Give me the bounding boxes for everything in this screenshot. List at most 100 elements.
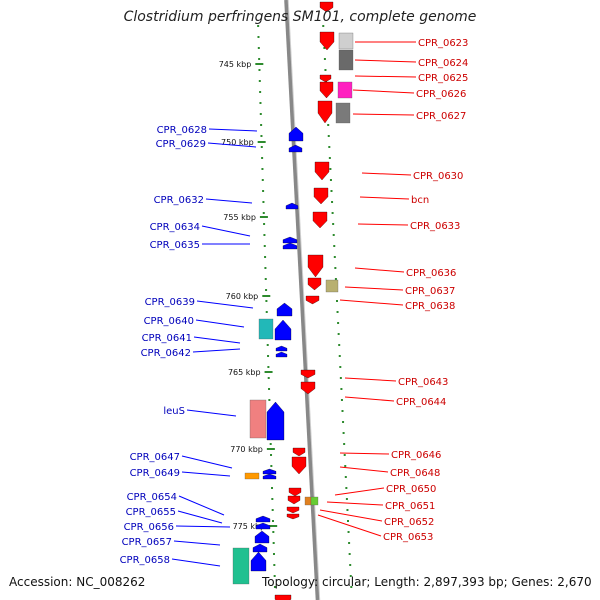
gene-label-CPR_0646: CPR_0646 (391, 450, 441, 461)
reverse-gene-shape (262, 473, 277, 480)
tick-dot-right (342, 421, 345, 423)
gene-label-CPR_0652: CPR_0652 (384, 517, 434, 528)
tick-dot-right (348, 542, 351, 544)
tick-dot-right (340, 399, 343, 401)
tick-dot-left (263, 223, 266, 225)
forward-gene-shape (305, 295, 320, 305)
tick-dot-right (344, 476, 347, 478)
label-leader-line (207, 142, 257, 148)
tick-dot-left (265, 289, 268, 291)
tick-dot-right (338, 355, 341, 357)
tick-dot-right (327, 124, 330, 126)
topology-text: Topology: circular; Length: 2,897,393 bp… (262, 575, 592, 589)
reverse-gene-shape (282, 242, 298, 250)
tick-dot-right (329, 179, 332, 181)
label-leader-line (181, 455, 233, 469)
reverse-gene-shape (276, 302, 293, 317)
label-leader-line (171, 558, 221, 567)
gene-label-CPR_0639: CPR_0639 (145, 297, 195, 308)
tick-dot-right (344, 465, 347, 467)
label-leader-line (352, 113, 415, 116)
gene-label-leuS: leuS (163, 406, 185, 417)
tick-dot-right (349, 575, 352, 577)
tick-dot-right (323, 47, 326, 49)
tick-dot-right (345, 498, 348, 500)
label-leader-line (344, 396, 395, 402)
label-leader-line (186, 409, 237, 417)
label-leader-line (319, 509, 383, 522)
kbp-label: 755 kbp (223, 213, 256, 222)
gene-label-CPR_0658: CPR_0658 (120, 555, 170, 566)
tick-dot-left (265, 311, 268, 313)
tick-dot-right (334, 278, 337, 280)
label-leader-line (201, 225, 251, 237)
gene-label-CPR_0650: CPR_0650 (386, 484, 436, 495)
tick-dot-left (273, 575, 276, 577)
label-leader-line (205, 198, 253, 204)
tick-dot-right (339, 366, 342, 368)
tick-dot-right (322, 25, 325, 27)
tick-dot-right (333, 256, 336, 258)
tick-dot-left (260, 124, 263, 126)
tick-dot-left (267, 355, 270, 357)
tick-dot-right (332, 234, 335, 236)
gene-label-CPR_0628: CPR_0628 (157, 125, 207, 136)
forward-gene-shape (319, 74, 332, 83)
gene-label-CPR_0643: CPR_0643 (398, 377, 448, 388)
tick-dot-right (349, 564, 352, 566)
label-leader-line (196, 300, 254, 309)
reverse-gene-shape (254, 530, 270, 544)
forward-gene-shape (300, 381, 316, 395)
label-leader-line (193, 336, 241, 344)
tick-dot-right (339, 377, 342, 379)
gene-label-CPR_0640: CPR_0640 (144, 316, 194, 327)
forward-gene-shape (274, 594, 292, 600)
gene-label-CPR_0629: CPR_0629 (156, 139, 206, 150)
label-leader-line (354, 75, 417, 78)
tick-dot-left (258, 58, 261, 60)
tick-dot-right (343, 443, 346, 445)
feature-box (304, 496, 312, 506)
label-leader-line (344, 286, 404, 291)
forward-gene-shape (286, 506, 300, 514)
reverse-gene-shape (288, 126, 304, 142)
gene-label-CPR_0638: CPR_0638 (405, 301, 455, 312)
gene-label-CPR_0634: CPR_0634 (150, 222, 200, 233)
gene-label-CPR_0635: CPR_0635 (150, 240, 200, 251)
kbp-label: 750 kbp (221, 138, 254, 147)
reverse-gene-shape (275, 345, 288, 352)
tick-dot-left (268, 399, 271, 401)
tick-dot-right (331, 201, 334, 203)
label-leader-line (317, 514, 382, 537)
forward-gene-shape (319, 1, 334, 13)
tick-dot-left (257, 36, 260, 38)
label-leader-line (178, 495, 225, 516)
tick-dot-right (340, 388, 343, 390)
gene-label-CPR_0648: CPR_0648 (390, 468, 440, 479)
forward-gene-shape (287, 495, 301, 505)
page-title: Clostridium perfringens SM101, complete … (123, 9, 477, 25)
feature-box (338, 49, 354, 71)
reverse-gene-shape (250, 551, 267, 572)
tick-dot-left (262, 212, 265, 214)
forward-gene-shape (319, 31, 335, 51)
tick-dot-left (268, 388, 271, 390)
reverse-gene-shape (285, 202, 299, 210)
label-leader-line (334, 487, 385, 496)
forward-gene-shape (286, 513, 300, 520)
gene-label-CPR_0642: CPR_0642 (141, 348, 191, 359)
tick-dot-left (272, 531, 275, 533)
tick-dot-left (271, 498, 274, 500)
forward-gene-shape (317, 100, 333, 124)
tick-dot-right (338, 344, 341, 346)
label-leader-line (339, 299, 404, 306)
reverse-gene-shape (266, 401, 285, 441)
feature-box (232, 547, 250, 585)
feature-box (249, 399, 267, 439)
kbp-label: 760 kbp (226, 292, 259, 301)
gene-label-CPR_0654: CPR_0654 (127, 492, 177, 503)
tick-dot-left (261, 179, 264, 181)
gene-label-CPR_0637: CPR_0637 (405, 286, 455, 297)
tick-dot-right (328, 157, 331, 159)
gene-label-CPR_0657: CPR_0657 (122, 537, 172, 548)
